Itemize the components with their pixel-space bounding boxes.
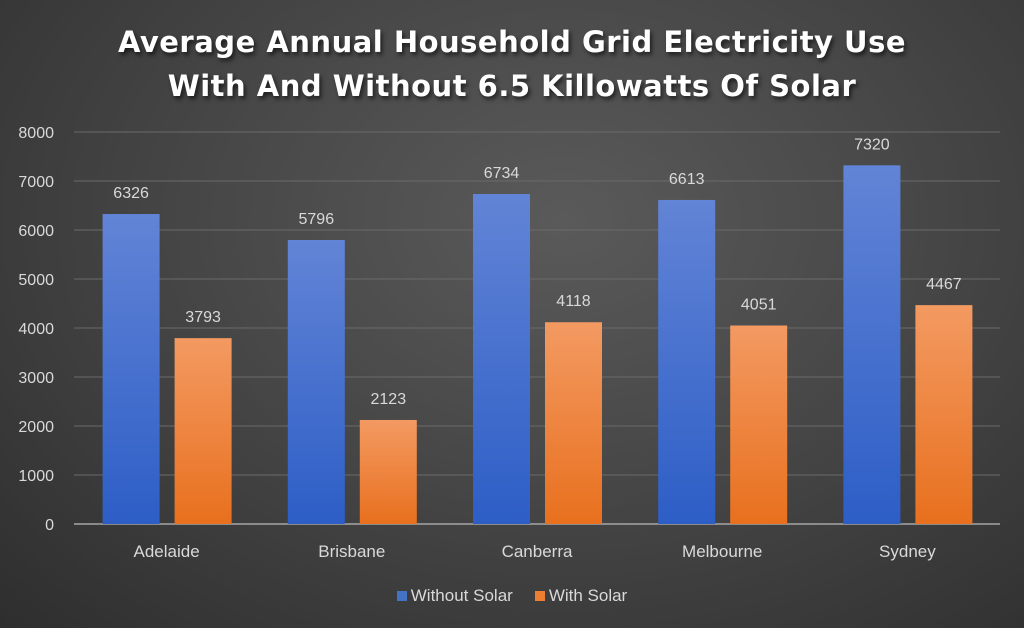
y-tick-label: 5000 xyxy=(18,272,54,289)
legend-swatch-orange xyxy=(534,591,545,601)
bar-with-solar-sydney[interactable] xyxy=(915,305,973,524)
data-label: 2123 xyxy=(371,391,407,408)
data-label: 7320 xyxy=(854,136,890,153)
x-tick-label: Canberra xyxy=(502,542,573,561)
y-tick-label: 4000 xyxy=(18,321,54,338)
y-tick-label: 3000 xyxy=(18,370,54,387)
x-tick-label: Brisbane xyxy=(318,542,385,561)
y-tick-label: 1000 xyxy=(18,468,54,485)
bar-with-solar-melbourne[interactable] xyxy=(730,325,788,524)
data-label: 4467 xyxy=(926,276,962,293)
bar-with-solar-canberra[interactable] xyxy=(545,322,602,524)
data-label: 4051 xyxy=(741,297,777,314)
x-tick-label: Melbourne xyxy=(682,542,762,561)
x-tick-label: Sydney xyxy=(879,542,936,561)
bar-with-solar-brisbane[interactable] xyxy=(359,419,417,524)
x-tick-label: Adelaide xyxy=(134,542,200,561)
data-label: 6326 xyxy=(113,185,149,202)
bar-without-solar-brisbane[interactable] xyxy=(287,239,345,524)
data-label: 4118 xyxy=(556,293,591,310)
bar-without-solar-melbourne[interactable] xyxy=(658,199,716,524)
bar-without-solar-sydney[interactable] xyxy=(843,165,901,524)
legend-label: With Solar xyxy=(548,586,628,605)
data-label: 3793 xyxy=(185,309,221,326)
legend-item-with-solar[interactable]: With Solar xyxy=(534,586,628,606)
data-label: 5796 xyxy=(299,211,335,228)
legend-label: Without Solar xyxy=(410,586,513,605)
bar-without-solar-canberra[interactable] xyxy=(473,194,530,524)
y-tick-label: 6000 xyxy=(18,223,54,240)
legend-swatch-blue xyxy=(396,591,407,601)
bar-with-solar-adelaide[interactable] xyxy=(174,338,232,524)
legend: Without Solar With Solar xyxy=(0,586,1024,606)
bar-without-solar-adelaide[interactable] xyxy=(102,214,160,524)
data-label: 6613 xyxy=(669,171,705,188)
y-tick-label: 2000 xyxy=(18,419,54,436)
chart-title-line-2: With And Without 6.5 Killowatts Of Solar xyxy=(167,69,857,103)
chart-title-line-1: Average Annual Household Grid Electricit… xyxy=(117,25,907,59)
chart-title: Average Annual Household Grid Electricit… xyxy=(0,20,1024,108)
y-tick-label: 0 xyxy=(45,517,54,534)
y-tick-label: 7000 xyxy=(18,174,54,191)
y-tick-label: 8000 xyxy=(18,125,54,142)
legend-item-without-solar[interactable]: Without Solar xyxy=(396,586,513,606)
data-label: 6734 xyxy=(484,165,520,182)
